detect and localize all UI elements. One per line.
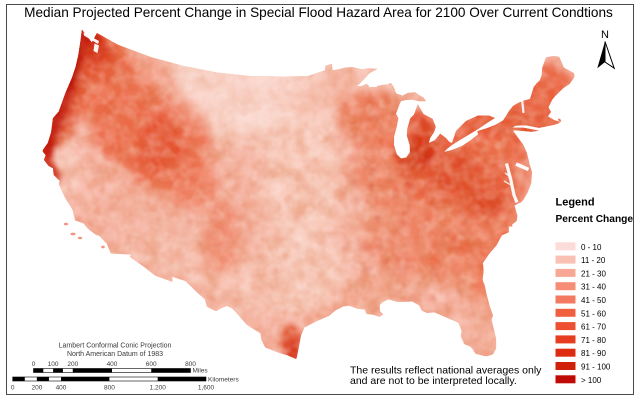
svg-text:The results reflect national a: The results reflect national averages on… [350,365,542,377]
svg-text:51 - 60: 51 - 60 [581,309,606,318]
svg-text:0 - 10: 0 - 10 [581,243,602,252]
svg-text:91 - 100: 91 - 100 [581,363,611,372]
svg-text:N: N [601,29,609,41]
svg-text:1,600: 1,600 [198,385,215,392]
svg-text:Miles: Miles [193,368,209,375]
svg-text:200: 200 [67,361,78,368]
svg-text:1,200: 1,200 [150,385,167,392]
svg-text:61 - 70: 61 - 70 [581,323,606,332]
svg-text:41 - 50: 41 - 50 [581,296,606,305]
svg-text:21 - 30: 21 - 30 [581,269,606,278]
svg-text:Lambert Conformal Conic Projec: Lambert Conformal Conic Projection [59,343,172,350]
svg-text:800: 800 [185,361,196,368]
svg-text:North American Datum of 1983: North American Datum of 1983 [67,351,163,358]
svg-text:> 100: > 100 [581,376,602,385]
svg-text:71 - 80: 71 - 80 [581,336,606,345]
svg-text:400: 400 [107,361,118,368]
svg-text:600: 600 [146,361,157,368]
svg-text:and are not to be interpreted: and are not to be interpreted locally. [350,375,517,387]
svg-text:Percent Change: Percent Change [556,214,634,225]
svg-text:11 - 20: 11 - 20 [581,256,606,265]
svg-text:100: 100 [48,361,59,368]
svg-text:0: 0 [11,385,15,392]
svg-text:200: 200 [31,385,42,392]
svg-text:400: 400 [56,385,67,392]
svg-text:Median Projected Percent Chang: Median Projected Percent Change in Speci… [24,5,613,20]
svg-text:800: 800 [104,385,115,392]
svg-text:81 - 90: 81 - 90 [581,349,606,358]
svg-text:31 - 40: 31 - 40 [581,283,606,292]
svg-text:0: 0 [32,361,36,368]
svg-text:Kilometers: Kilometers [208,377,239,384]
svg-text:Legend: Legend [556,197,595,209]
